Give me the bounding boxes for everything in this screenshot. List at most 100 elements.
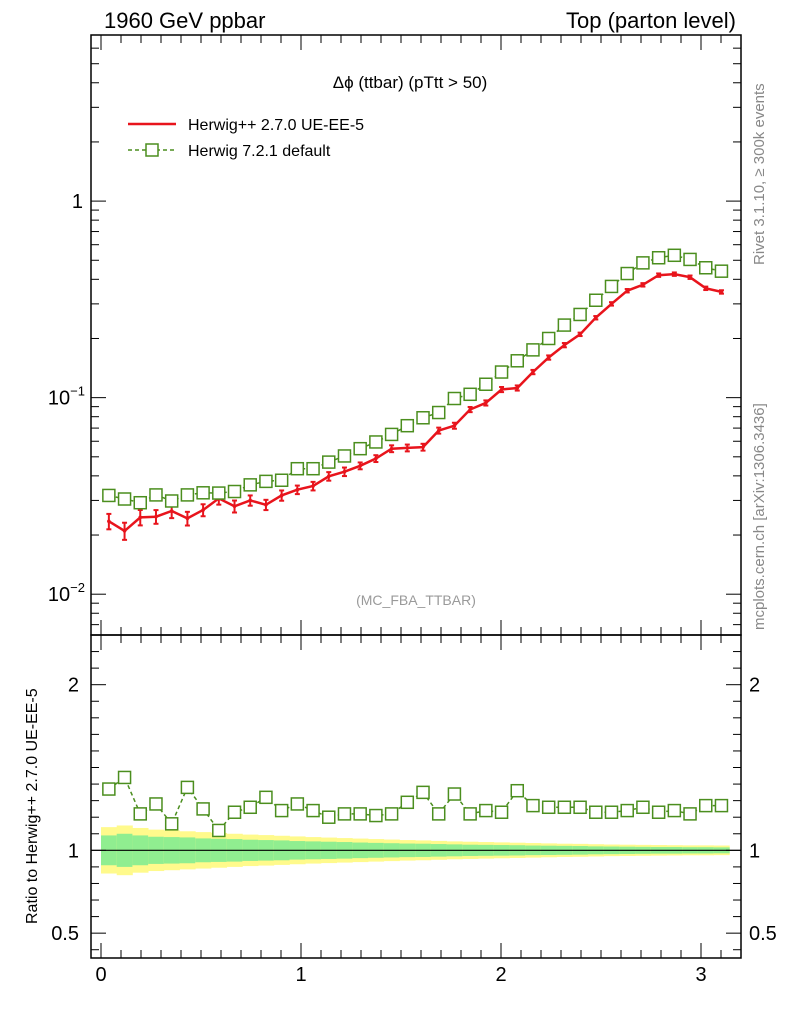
herwigpp-point bbox=[248, 498, 253, 503]
herwig7-point bbox=[117, 492, 132, 506]
ratio-point bbox=[447, 787, 462, 801]
main-axes: 10−2 10−1 1 bbox=[48, 34, 742, 635]
x-tick-label: 2 bbox=[495, 964, 506, 986]
herwig7-point bbox=[212, 486, 226, 500]
herwig7-point bbox=[683, 252, 697, 267]
ratio-point bbox=[589, 805, 603, 819]
y-tick-label-exp: −2 bbox=[70, 580, 85, 595]
ratio-point bbox=[227, 805, 242, 819]
ratio-panel: 0.5 0.5 1 1 2 2 0 1 2 3 Ratio to Herwig++ 2.7.0 U… bbox=[24, 634, 777, 986]
herwigpp-point bbox=[358, 464, 362, 468]
ratio-y-tick-label: 2 bbox=[68, 675, 79, 697]
herwig7-point bbox=[431, 405, 446, 420]
ratio-y-tick-label-right: 2 bbox=[749, 675, 760, 697]
herwig7-point bbox=[384, 427, 399, 442]
herwig7-point bbox=[337, 449, 352, 463]
ratio-point bbox=[353, 807, 367, 821]
ratio-point bbox=[667, 803, 682, 818]
ratio-point bbox=[384, 807, 399, 821]
herwigpp-point bbox=[578, 332, 582, 337]
herwig7-point bbox=[322, 455, 336, 469]
ratio-point bbox=[243, 800, 257, 815]
herwigpp-point bbox=[201, 508, 205, 512]
ratio-point bbox=[557, 800, 572, 815]
legend-marker-herwig7 bbox=[145, 143, 159, 157]
herwig7-point bbox=[573, 307, 587, 322]
x-tick-label: 3 bbox=[695, 964, 706, 986]
ratio-point bbox=[306, 803, 320, 818]
mcplots-label: mcplots.cern.ch [arXiv:1306.3436] bbox=[751, 403, 768, 630]
ratio-point bbox=[479, 803, 493, 818]
herwigpp-line bbox=[108, 272, 722, 533]
herwig7-point bbox=[227, 484, 242, 499]
ratio-point bbox=[337, 807, 352, 821]
herwigpp-point bbox=[562, 343, 567, 347]
ratio-point bbox=[180, 780, 195, 795]
herwigpp-point bbox=[531, 370, 535, 374]
legend-label-herwigpp: Herwig++ 2.7.0 UE-EE-5 bbox=[188, 117, 364, 134]
ratio-point bbox=[196, 802, 210, 816]
ratio-point bbox=[416, 785, 430, 800]
ratio-frame bbox=[90, 634, 742, 959]
herwigpp-point bbox=[342, 469, 347, 474]
y-tick-label-exp: −1 bbox=[70, 384, 85, 399]
herwig7-point bbox=[164, 494, 179, 508]
herwigpp-point bbox=[107, 519, 111, 524]
ratio-line bbox=[108, 776, 722, 832]
ratio-point bbox=[620, 803, 634, 818]
herwig7-point bbox=[102, 488, 116, 503]
herwigpp-point bbox=[154, 514, 158, 519]
ratio-point bbox=[463, 807, 477, 821]
ratio-point bbox=[541, 800, 556, 815]
y-tick-label: 1 bbox=[72, 191, 83, 213]
herwigpp-point bbox=[452, 423, 457, 428]
herwigpp-point bbox=[703, 286, 708, 291]
herwig7-point bbox=[306, 461, 320, 476]
header-left: 1960 GeV ppbar bbox=[104, 8, 265, 33]
herwigpp-point bbox=[279, 493, 284, 498]
herwig7-point bbox=[479, 377, 493, 391]
ratio-point bbox=[274, 803, 289, 818]
ratio-axes: 0.5 0.5 1 1 2 2 0 1 2 3 bbox=[51, 634, 777, 986]
herwig7-point bbox=[557, 318, 572, 332]
herwig7-point bbox=[133, 495, 148, 510]
ratio-point bbox=[699, 798, 713, 813]
herwigpp-point bbox=[421, 445, 425, 449]
herwigpp-point bbox=[468, 407, 472, 412]
herwigpp-point bbox=[264, 502, 268, 507]
ratio-point bbox=[322, 810, 336, 824]
herwigpp-point bbox=[169, 509, 174, 513]
legend-label-herwig7: Herwig 7.2.1 default bbox=[188, 143, 331, 160]
herwigpp-point bbox=[326, 474, 331, 479]
herwig7-point bbox=[526, 343, 540, 357]
herwigpp-point bbox=[609, 302, 614, 306]
ratio-point bbox=[526, 798, 540, 813]
herwig7-point bbox=[699, 261, 713, 275]
ratio-point bbox=[369, 808, 383, 823]
herwig7-point bbox=[243, 478, 257, 492]
ratio-point bbox=[400, 795, 415, 810]
herwigpp-point bbox=[232, 504, 237, 509]
herwigpp-point bbox=[625, 288, 630, 293]
herwigpp-point bbox=[374, 456, 378, 461]
herwig7-point bbox=[259, 474, 273, 489]
herwigpp-point bbox=[594, 315, 598, 320]
herwig7-point bbox=[196, 486, 210, 500]
herwigpp-point bbox=[672, 272, 677, 276]
ratio-point bbox=[431, 807, 446, 821]
herwigpp-point bbox=[719, 290, 724, 294]
ratio-point bbox=[149, 797, 163, 811]
herwig7-point bbox=[651, 250, 666, 265]
herwig7-point bbox=[149, 488, 163, 502]
ratio-series-herwig7 bbox=[102, 770, 729, 838]
herwig7-point bbox=[274, 473, 289, 487]
herwig7-line bbox=[108, 254, 722, 504]
herwigpp-point bbox=[122, 529, 127, 533]
herwigpp-point bbox=[389, 446, 394, 451]
y-tick-label: 10−1 bbox=[48, 384, 85, 410]
herwig7-point bbox=[180, 488, 195, 502]
herwigpp-point bbox=[436, 428, 441, 433]
herwig7-point bbox=[494, 365, 509, 379]
y-tick-label-base: 10 bbox=[48, 584, 70, 606]
